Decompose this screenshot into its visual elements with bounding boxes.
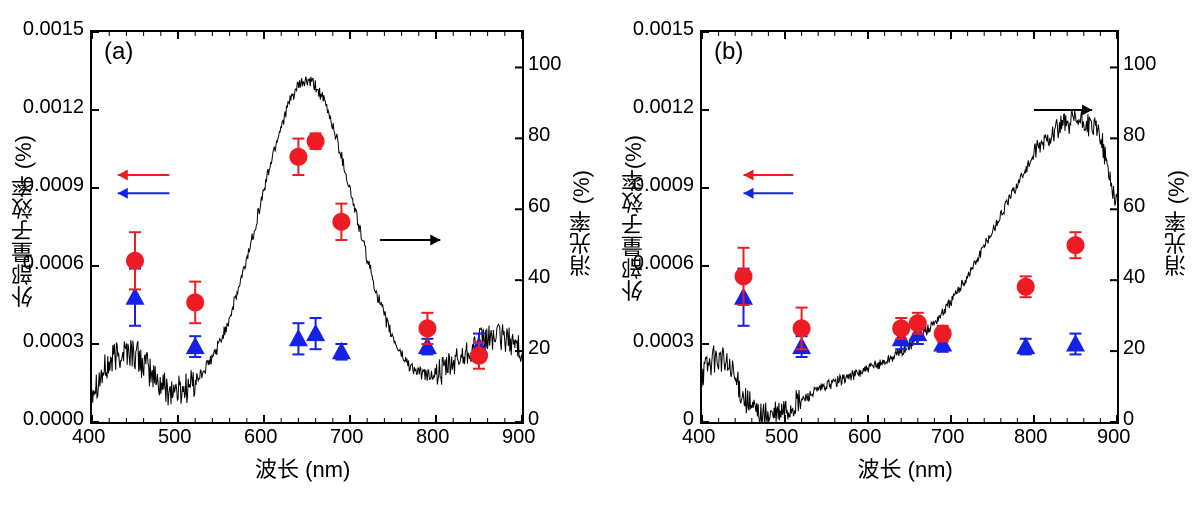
y-left-axis-label: 外部量子效率(%) bbox=[618, 135, 650, 301]
y-right-tick-label: 100 bbox=[1123, 53, 1156, 76]
series-blue-point bbox=[1066, 334, 1085, 352]
panel-tag: (b) bbox=[714, 38, 743, 66]
arrow-red-icon bbox=[744, 170, 794, 181]
plot-area bbox=[700, 30, 1119, 424]
y-right-tick-label: 80 bbox=[1123, 124, 1145, 147]
y-left-tick-label: 0.0012 bbox=[633, 96, 694, 119]
series-red-point bbox=[793, 319, 811, 337]
arrow-blue-icon bbox=[744, 188, 794, 199]
plot-svg bbox=[702, 32, 1117, 422]
series-red-point bbox=[892, 319, 910, 337]
series-red-point bbox=[1017, 278, 1035, 296]
y-right-tick-label: 20 bbox=[1123, 337, 1145, 360]
series-red-point bbox=[1067, 236, 1085, 254]
x-tick-label: 700 bbox=[931, 426, 964, 449]
figure-container: (a)4005006007008009000.00000.00030.00060… bbox=[0, 0, 1200, 511]
y-right-tick-label: 40 bbox=[1123, 266, 1145, 289]
x-axis-label: 波长 (nm) bbox=[858, 452, 953, 484]
x-tick-label: 600 bbox=[848, 426, 881, 449]
y-right-tick-label: 60 bbox=[1123, 195, 1145, 218]
series-blue-point bbox=[1016, 337, 1035, 355]
x-tick-label: 500 bbox=[765, 426, 798, 449]
series-red bbox=[735, 232, 1085, 349]
panel-b: (b)40050060070080090000.00030.00060.0009… bbox=[0, 0, 1200, 511]
y-left-tick-label: 0.0015 bbox=[633, 18, 694, 41]
series-red-point bbox=[909, 314, 927, 332]
y-right-axis-label: 消光率 (%) bbox=[1161, 170, 1193, 276]
y-left-tick-label: 0.0003 bbox=[633, 330, 694, 353]
series-red-point bbox=[735, 267, 753, 285]
series-red-point bbox=[934, 325, 952, 343]
arrow-black-icon bbox=[1034, 105, 1092, 116]
y-right-tick-label: 0 bbox=[1123, 408, 1134, 431]
x-tick-label: 800 bbox=[1014, 426, 1047, 449]
extinction-curve bbox=[702, 110, 1117, 422]
y-left-tick-label: 0 bbox=[683, 408, 694, 431]
